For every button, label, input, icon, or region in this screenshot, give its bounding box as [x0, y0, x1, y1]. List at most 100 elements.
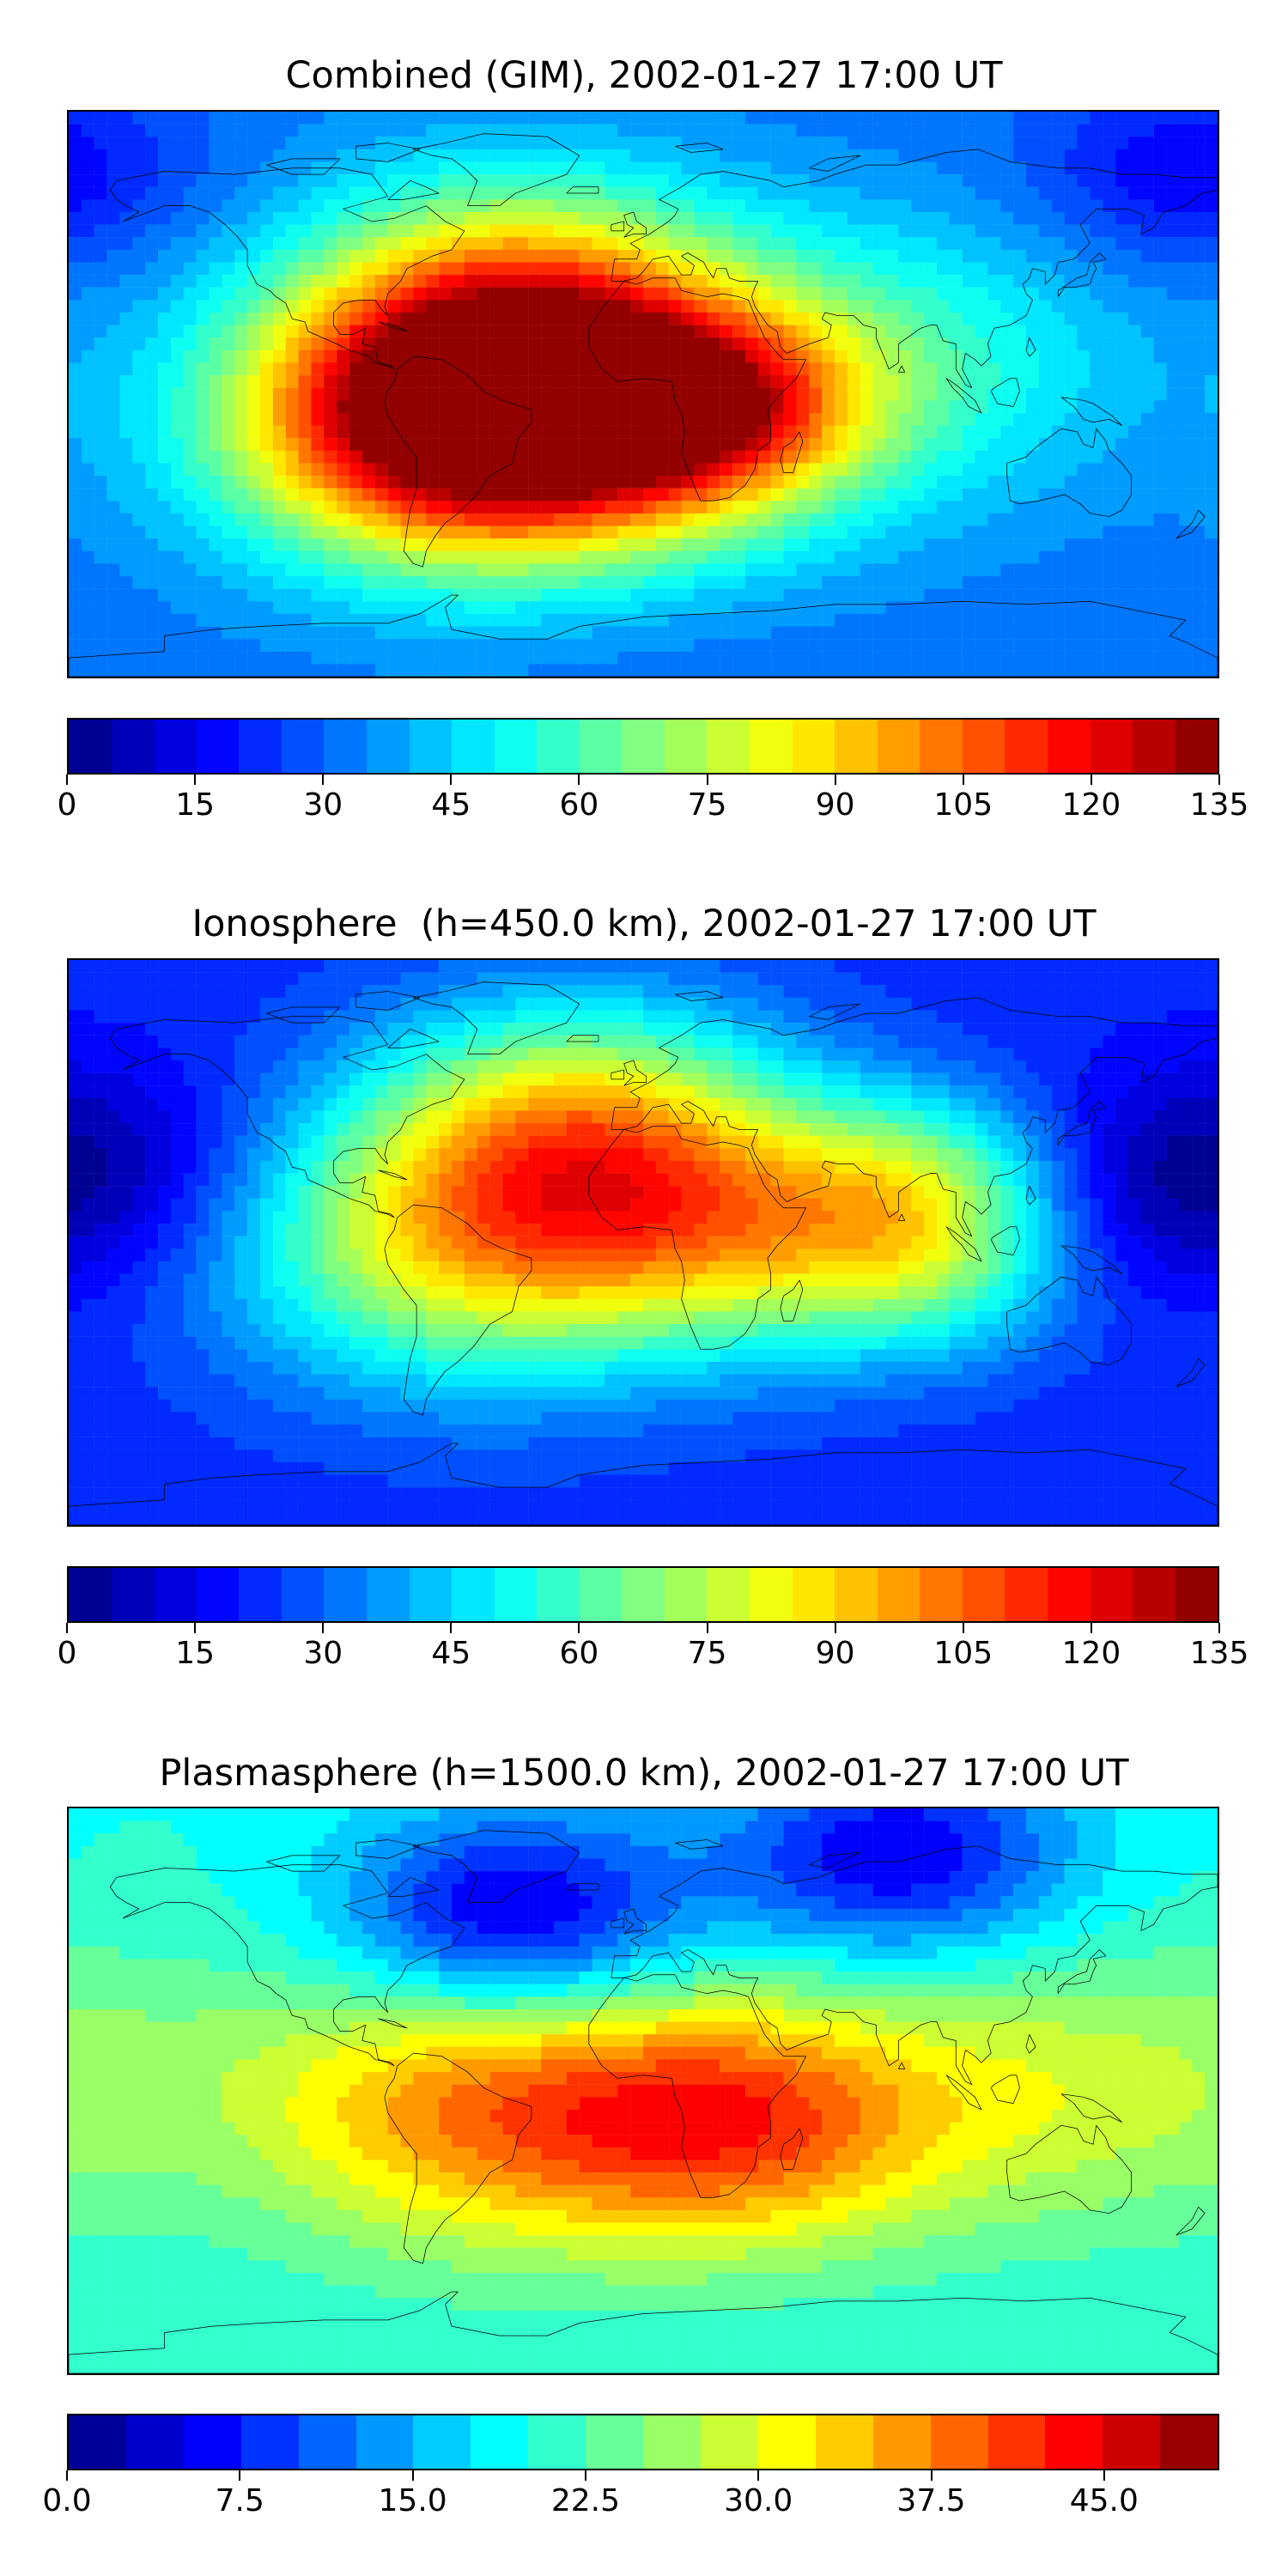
tec-contour-cell: [744, 972, 758, 986]
tec-contour-cell: [337, 985, 350, 999]
tec-contour-cell: [119, 161, 133, 175]
tec-contour-cell: [426, 651, 440, 665]
ionosphere-tec-field: [69, 960, 1218, 1525]
tec-contour-cell: [1127, 262, 1141, 276]
tec-contour-cell: [707, 149, 720, 162]
tec-contour-cell: [400, 1035, 414, 1048]
tec-contour-cell: [822, 224, 835, 238]
tec-contour-cell: [949, 601, 963, 615]
tec-contour-cell: [1090, 174, 1103, 187]
tec-contour-cell: [783, 1023, 797, 1036]
tec-contour-cell: [744, 626, 758, 640]
tec-contour-cell: [1127, 275, 1141, 288]
tec-contour-cell: [1127, 1035, 1141, 1048]
tec-contour-cell: [885, 1072, 899, 1086]
tec-contour-cell: [272, 463, 286, 477]
tec-contour-cell: [770, 349, 784, 363]
tec-contour-cell: [234, 387, 248, 401]
tec-contour-cell: [132, 488, 146, 501]
tec-contour-cell: [694, 211, 708, 225]
tec-contour-cell: [1000, 972, 1014, 986]
tec-contour-cell: [94, 387, 107, 401]
tec-contour-cell: [847, 997, 860, 1011]
tec-contour-cell: [770, 186, 784, 200]
tec-contour-cell: [835, 174, 848, 187]
tec-contour-cell: [374, 362, 388, 376]
tec-contour-cell: [1115, 174, 1129, 187]
tec-contour-cell: [732, 325, 746, 338]
tec-contour-cell: [1140, 639, 1154, 652]
tec-contour-cell: [1026, 349, 1040, 363]
tec-contour-cell: [962, 563, 975, 577]
tec-contour-cell: [145, 425, 159, 439]
tec-contour-cell: [1038, 450, 1052, 464]
tec-contour-cell: [285, 538, 299, 551]
tec-contour-cell: [81, 137, 94, 150]
tec-contour-cell: [69, 237, 82, 251]
tec-contour-cell: [1090, 387, 1103, 401]
tec-contour-cell: [1115, 563, 1129, 577]
tec-contour-cell: [132, 137, 146, 150]
tec-contour-cell: [566, 325, 580, 338]
tec-contour-cell: [209, 550, 222, 564]
tec-contour-cell: [809, 476, 823, 489]
tec-contour-cell: [936, 1060, 950, 1073]
tec-contour-cell: [502, 149, 516, 162]
tec-contour-cell: [1026, 526, 1040, 539]
tec-contour-cell: [1064, 488, 1078, 501]
tec-contour-cell: [936, 211, 950, 225]
tec-contour-cell: [566, 275, 580, 288]
tec-contour-cell: [311, 287, 325, 301]
tec-contour-cell: [1192, 387, 1206, 401]
tec-contour-cell: [732, 312, 746, 325]
tec-contour-cell: [183, 186, 197, 200]
tec-contour-cell: [1127, 224, 1141, 238]
tec-contour-cell: [400, 513, 414, 526]
tec-contour-cell: [298, 501, 312, 514]
tec-contour-cell: [553, 300, 567, 313]
tec-contour-cell: [209, 300, 222, 313]
tec-contour-cell: [1000, 137, 1014, 150]
tec-contour-cell: [387, 513, 401, 526]
tec-contour-cell: [924, 488, 938, 501]
tec-contour-cell: [987, 161, 1001, 175]
tec-contour-cell: [566, 476, 580, 489]
tec-contour-cell: [260, 1035, 274, 1048]
tec-contour-cell: [885, 488, 899, 501]
tec-contour-cell: [898, 997, 912, 1011]
tec-contour-cell: [1103, 249, 1116, 263]
tec-contour-cell: [439, 325, 453, 338]
tec-contour-cell: [464, 1035, 477, 1048]
tec-contour-cell: [1115, 161, 1129, 175]
tec-contour-cell: [744, 1010, 758, 1024]
tec-contour-cell: [796, 1060, 810, 1073]
tec-contour-cell: [898, 576, 912, 589]
tec-contour-cell: [744, 112, 758, 125]
tec-contour-cell: [1179, 1035, 1193, 1048]
tec-contour-cell: [720, 588, 733, 602]
tec-contour-cell: [592, 463, 605, 477]
tec-contour-cell: [285, 325, 299, 338]
tec-contour-cell: [770, 362, 784, 376]
tec-contour-cell: [732, 237, 746, 251]
tec-contour-cell: [260, 186, 274, 200]
tec-contour-cell: [234, 538, 248, 551]
tec-contour-cell: [324, 262, 337, 276]
tec-contour-cell: [285, 476, 299, 489]
tec-contour-cell: [1153, 112, 1167, 125]
tec-contour-cell: [541, 639, 555, 652]
tec-contour-cell: [962, 325, 975, 338]
tec-contour-cell: [477, 287, 490, 301]
tec-contour-cell: [247, 651, 261, 665]
tec-contour-cell: [69, 262, 82, 276]
tec-contour-cell: [1051, 174, 1065, 187]
tec-contour-cell: [324, 1023, 337, 1036]
tec-contour-cell: [452, 651, 465, 665]
tec-contour-cell: [196, 639, 210, 652]
tec-contour-cell: [247, 601, 261, 615]
tec-contour-cell: [720, 1023, 733, 1036]
tec-contour-cell: [885, 124, 899, 137]
tec-contour-cell: [502, 526, 516, 539]
tec-contour-cell: [681, 1060, 695, 1073]
tec-contour-cell: [285, 400, 299, 414]
